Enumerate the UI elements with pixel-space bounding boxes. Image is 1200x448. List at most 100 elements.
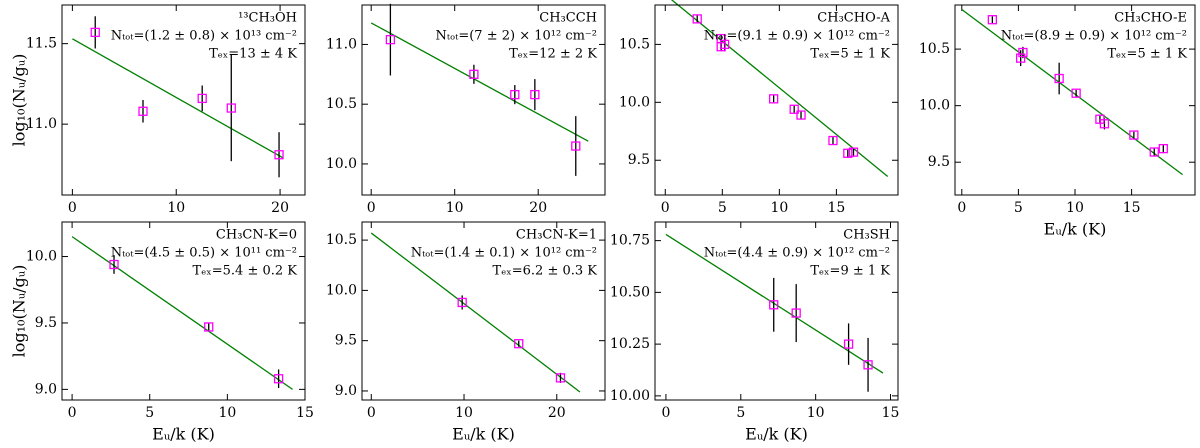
x-tick-label: 20 xyxy=(271,200,289,216)
y-tick-label: 10.0 xyxy=(26,249,57,265)
annotation: Nₜₒₜ=(9.1 ± 0.9) × 10¹² cm⁻² xyxy=(704,29,890,44)
y-tick-label: 9.5 xyxy=(928,154,950,170)
annotation: Nₜₒₜ=(4.5 ± 0.5) × 10¹¹ cm⁻² xyxy=(111,246,297,261)
data-point xyxy=(273,374,284,384)
annotation: Nₜₒₜ=(7 ± 2) × 10¹² cm⁻² xyxy=(436,29,597,44)
data-point xyxy=(530,89,540,100)
x-tick-label: 5 xyxy=(718,200,727,216)
data-point xyxy=(789,104,799,114)
annotation: Tₑₓ=6.2 ± 0.3 K xyxy=(493,264,598,279)
data-point xyxy=(843,148,853,158)
x-axis-label: Eᵤ/k (K) xyxy=(152,425,215,444)
x-tick-label: 0 xyxy=(367,200,376,216)
data-point xyxy=(1129,130,1139,140)
y-tick-label: 10.0 xyxy=(326,156,357,172)
fit-line xyxy=(370,232,581,393)
panel-title: CH₃CN-K=1 xyxy=(516,228,597,243)
annotation: Nₜₒₜ=(1.2 ± 0.8) × 10¹³ cm⁻² xyxy=(111,29,297,44)
data-point xyxy=(769,300,779,310)
x-tick-label: 15 xyxy=(882,405,900,421)
panel: 0 5 10 15 9.5 10.0 10.5 CH₃CHO-A Nₜₒₜ=(9.1 ± 0.9… xyxy=(619,0,899,216)
data-point xyxy=(510,89,520,100)
data-point xyxy=(719,39,730,50)
data-point xyxy=(274,150,284,160)
annotation: Tₑₓ=5 ± 1 K xyxy=(810,47,890,62)
annotation: Tₑₓ=12 ± 2 K xyxy=(509,47,597,62)
x-axis-label: Eᵤ/k (K) xyxy=(1044,220,1107,239)
data-point xyxy=(385,35,396,45)
x-tick-label: 10 xyxy=(218,405,236,421)
data-point xyxy=(863,360,873,370)
y-tick-label: 10.5 xyxy=(326,96,357,112)
annotation: Tₑₓ=13 ± 4 K xyxy=(209,47,297,62)
x-tick-label: 15 xyxy=(1123,200,1141,216)
x-tick-label: 15 xyxy=(296,405,314,421)
y-tick-label: 10.0 xyxy=(326,282,357,298)
y-tick-label: 10.0 xyxy=(619,94,650,110)
annotation: Tₑₓ=5.4 ± 0.2 K xyxy=(193,264,298,279)
data-point xyxy=(469,69,479,79)
data-point xyxy=(791,308,801,318)
x-tick-label: 10 xyxy=(770,200,788,216)
y-tick-label: 10.50 xyxy=(610,284,650,300)
y-tick-label: 9.5 xyxy=(628,152,650,168)
data-point xyxy=(1016,53,1026,63)
panel: 0 5 10 15 10.00 10.25 10.50 10.75 CH₃SH Nₜₒₜ=(4.4… xyxy=(610,221,900,444)
panel: 0 10 20 10.0 10.5 11.0 CH₃CCH Nₜₒₜ=(7 ± 2) × 10… xyxy=(326,3,606,216)
y-axis-label: log₁₀(Nᵤ/gᵤ) xyxy=(10,265,29,358)
annotation: Tₑₓ=5 ± 1 K xyxy=(1107,47,1187,62)
panel-title: CH₃CHO-E xyxy=(1114,11,1187,26)
plot-frame xyxy=(654,4,899,196)
y-tick-label: 11.5 xyxy=(26,36,57,52)
y-tick-label: 11.0 xyxy=(26,116,57,132)
x-tick-label: 0 xyxy=(68,200,77,216)
y-tick-label: 9.0 xyxy=(35,381,57,397)
x-tick-label: 10 xyxy=(807,405,825,421)
annotation: Tₑₓ=9 ± 1 K xyxy=(810,264,890,279)
x-tick-label: 5 xyxy=(1014,200,1023,216)
x-tick-label: 20 xyxy=(529,200,547,216)
y-tick-label: 10.5 xyxy=(919,41,950,57)
data-point xyxy=(1099,119,1110,129)
y-tick-label: 9.5 xyxy=(35,315,57,331)
x-tick-label: 5 xyxy=(736,405,745,421)
fit-line xyxy=(370,22,589,142)
panel-title: CH₃CHO-A xyxy=(817,11,890,26)
x-tick-label: 10 xyxy=(455,405,473,421)
data-point xyxy=(1158,143,1168,154)
data-point xyxy=(796,110,806,120)
y-tick-label: 9.0 xyxy=(335,383,357,399)
plot-frame xyxy=(61,4,306,196)
y-tick-label: 9.5 xyxy=(335,333,357,349)
plot-frame xyxy=(954,4,1196,196)
x-tick-label: 15 xyxy=(827,200,845,216)
fit-line xyxy=(71,236,293,390)
y-axis-label: log₁₀(Nᵤ/gᵤ) xyxy=(10,54,29,147)
data-point xyxy=(692,14,702,24)
data-point xyxy=(848,147,859,157)
fit-line xyxy=(72,38,284,159)
x-tick-label: 10 xyxy=(1066,200,1084,216)
x-tick-label: 0 xyxy=(367,405,376,421)
y-tick-label: 10.75 xyxy=(610,233,650,249)
data-point xyxy=(514,339,524,349)
x-tick-label: 5 xyxy=(145,405,154,421)
annotation: Nₜₒₜ=(4.4 ± 0.9) × 10¹² cm⁻² xyxy=(704,246,890,261)
annotation: Nₜₒₜ=(8.9 ± 0.9) × 10¹² cm⁻² xyxy=(1001,29,1187,44)
data-point xyxy=(1071,88,1081,98)
data-point xyxy=(843,339,854,349)
x-axis-label: Eᵤ/k (K) xyxy=(745,425,808,444)
x-tick-label: 20 xyxy=(548,405,566,421)
fit-line xyxy=(670,0,889,177)
plot-frame xyxy=(654,221,899,401)
x-tick-label: 0 xyxy=(661,405,670,421)
x-tick-label: 0 xyxy=(957,200,966,216)
data-point xyxy=(987,15,998,25)
panel: 0 5 10 15 9.0 9.5 10.0 CH₃CN-K=0 Nₜₒₜ=(4.5 ± 0.5… xyxy=(10,221,314,444)
panel: 0 5 10 15 9.5 10.0 10.5 CH₃CHO-E Nₜₒₜ=(8.9 ± 0.9… xyxy=(919,4,1196,239)
data-point xyxy=(571,141,581,151)
x-axis-label: Eᵤ/k (K) xyxy=(452,425,515,444)
data-point xyxy=(555,373,566,383)
x-tick-label: 0 xyxy=(68,405,77,421)
data-point xyxy=(1054,73,1064,84)
